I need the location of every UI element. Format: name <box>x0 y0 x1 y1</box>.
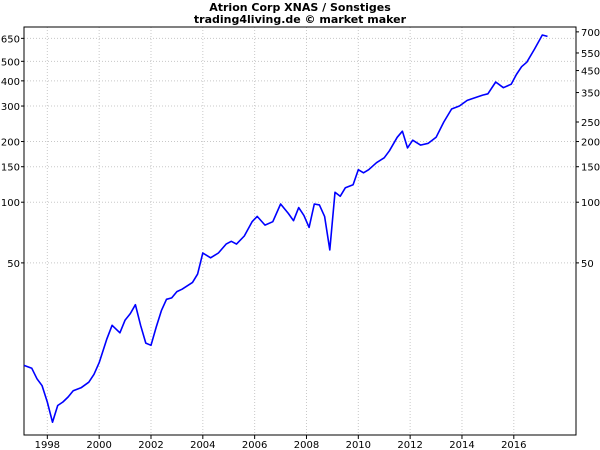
y-left-tick-label: 200 <box>1 138 20 149</box>
x-tick-label: 2000 <box>86 440 111 450</box>
y-left-tick-label: 400 <box>1 77 20 88</box>
y-right-tick-label: 250 <box>581 118 600 129</box>
x-tick-label: 1998 <box>35 440 60 450</box>
y-left-tick-label: 50 <box>7 259 20 270</box>
chart-subtitle: trading4living.de © market maker <box>194 13 407 26</box>
y-right-tick-label: 150 <box>581 163 600 174</box>
y-left-tick-label: 100 <box>1 198 20 209</box>
x-tick-label: 2002 <box>138 440 163 450</box>
x-tick-label: 2016 <box>501 440 526 450</box>
y-left-tick-label: 650 <box>1 34 20 45</box>
y-right-tick-label: 100 <box>581 198 600 209</box>
y-left-tick-label: 150 <box>1 163 20 174</box>
x-tick-label: 2010 <box>346 440 371 450</box>
x-tick-label: 2008 <box>294 440 319 450</box>
x-tick-label: 2014 <box>449 440 474 450</box>
y-left-tick-label: 500 <box>1 57 20 68</box>
grid <box>24 27 576 435</box>
plot-frame <box>23 26 577 436</box>
axis-ticks: 1998 2000 2002 2004 2006 2008 2010 2012 2014 2016… <box>1 28 600 450</box>
y-left-tick-label: 300 <box>1 102 20 113</box>
y-right-tick-label: 700 <box>581 28 600 39</box>
x-tick-label: 2004 <box>190 440 215 450</box>
y-right-tick-label: 550 <box>581 49 600 60</box>
y-right-tick-label: 50 <box>581 259 594 270</box>
chart-title: Atrion Corp XNAS / Sonstiges <box>209 1 391 14</box>
y-right-tick-label: 450 <box>581 67 600 78</box>
y-right-tick-label: 200 <box>581 138 600 149</box>
x-tick-label: 2012 <box>397 440 422 450</box>
price-line <box>23 34 548 424</box>
y-right-tick-label: 350 <box>581 89 600 100</box>
x-tick-label: 2006 <box>242 440 267 450</box>
series-layer <box>23 34 548 424</box>
